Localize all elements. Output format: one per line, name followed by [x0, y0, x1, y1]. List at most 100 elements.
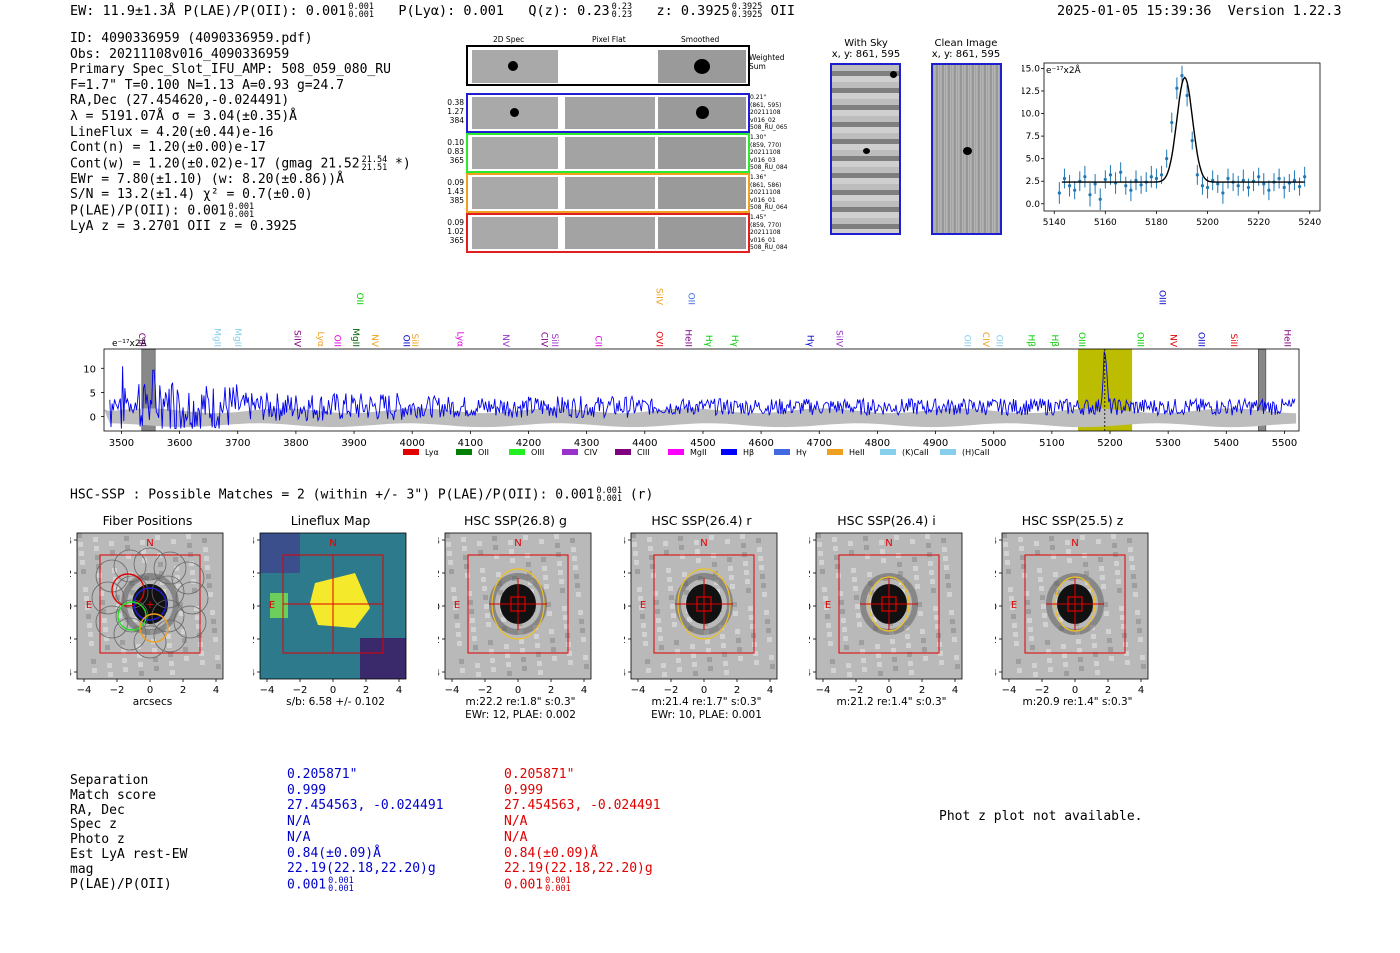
- thumb-noise-pixel: [861, 658, 866, 663]
- emission-line-label: OII: [400, 335, 410, 347]
- thumb-noise-pixel: [1136, 619, 1141, 624]
- thumb-noise-pixel: [498, 590, 503, 595]
- thumb-noise-pixel: [930, 579, 935, 584]
- label-mag: mag: [70, 861, 94, 877]
- thumb-noise-pixel: [1091, 634, 1096, 639]
- thumb-noise-pixel: [176, 584, 181, 589]
- thumb-noise-pixel: [446, 542, 451, 547]
- thumb-noise-pixel: [1038, 577, 1043, 582]
- thumb-noise-pixel: [191, 579, 196, 584]
- thumb-noise-pixel: [727, 557, 732, 562]
- thumb-noise-pixel: [543, 575, 548, 580]
- north-label: N: [885, 538, 892, 549]
- thumb-noise-pixel: [1098, 557, 1103, 562]
- thumb-noise-pixel: [213, 637, 218, 642]
- thumb-noise-pixel: [1128, 547, 1133, 552]
- thumb-noise-pixel: [570, 538, 575, 543]
- thumb-noise-pixel: [923, 656, 928, 661]
- cutout-row-stats: 0.38 1.27 384: [447, 98, 464, 125]
- thumb-ytick-label: −4: [995, 668, 997, 679]
- thumb-xtick-label: 0: [701, 685, 707, 696]
- thumb-image: + N E −4 −2 0 2 4 4 2 0 −2 −4: [70, 532, 224, 696]
- thumb-noise-pixel: [740, 534, 745, 539]
- thumb-noise-pixel: [876, 653, 881, 658]
- thumb-xtick-label: 4: [213, 685, 219, 696]
- thumb-noise-pixel: [818, 551, 823, 556]
- thumb-xtick-label: −4: [445, 685, 460, 696]
- thumb-noise-pixel: [83, 587, 88, 592]
- thumb-noise-pixel: [720, 634, 725, 639]
- emission-line-label: OVI: [653, 331, 663, 347]
- thumb-noise-pixel: [482, 586, 487, 591]
- full-xtick-label: 5000: [981, 438, 1006, 449]
- center-box: [881, 596, 897, 612]
- thumb-xtick-label: −2: [664, 685, 679, 696]
- full-xtick-label: 4200: [516, 438, 541, 449]
- cutout-row-meta: 1.45" (859, 770) 20211108 v016_01 508_RU_084: [750, 214, 788, 251]
- emission-line-label: SiII: [409, 333, 419, 347]
- thumb-noise-pixel: [519, 639, 524, 644]
- thumb-noise-pixel: [564, 624, 569, 629]
- header-qz: Q(z): 0.23: [528, 3, 610, 19]
- thumb-noise-pixel: [760, 574, 765, 579]
- thumb-noise-pixel: [929, 570, 934, 575]
- photz-note: Phot z plot not available.: [939, 809, 1143, 824]
- thumb-noise-pixel: [501, 617, 506, 622]
- fiber-circle: [133, 547, 167, 581]
- thumb-noise-pixel: [504, 644, 509, 649]
- emission-line-label: NV: [1167, 334, 1177, 348]
- info-lyaz: LyA z = 3.2701 OII z = 0.3925: [70, 219, 297, 235]
- thumb-xtick-label: −2: [478, 685, 493, 696]
- thumb-noise-pixel: [92, 668, 97, 673]
- thumb-ytick-label: 4: [624, 536, 626, 547]
- thumb-noise-pixel: [658, 636, 663, 641]
- thumb-noise-pixel: [863, 536, 868, 541]
- thumb-noise-pixel: [484, 604, 489, 609]
- thumb-noise-pixel: [178, 602, 183, 607]
- thumb-noise-pixel: [890, 639, 895, 644]
- thumb-noise-pixel: [769, 655, 774, 660]
- thumb-noise-pixel: [675, 649, 680, 654]
- weighted-source-blob: [508, 61, 518, 71]
- thumb-noise-pixel: [557, 561, 562, 566]
- thumb-noise-pixel: [743, 561, 748, 566]
- thumb-noise-pixel: [848, 541, 853, 546]
- thumb-noise-pixel: [451, 587, 456, 592]
- thumb-noise-pixel: [1103, 602, 1108, 607]
- thumb-noise-pixel: [820, 569, 825, 574]
- full-xtick-label: 5200: [1097, 438, 1122, 449]
- zoom-xtick-label: 5160: [1094, 218, 1117, 228]
- thumb-noise-pixel: [554, 534, 559, 539]
- thumb-noise-pixel: [1133, 592, 1138, 597]
- thumb-noise-pixel: [1121, 624, 1126, 629]
- thumb-noise-pixel: [520, 648, 525, 653]
- thumb-noise-pixel: [1106, 629, 1111, 634]
- thumb-noise-pixel: [171, 539, 176, 544]
- zoom-data-point: [1246, 185, 1251, 190]
- red-photoz: N/A: [504, 829, 528, 845]
- legend-label: MgII: [690, 448, 707, 457]
- thumb-noise-pixel: [754, 660, 759, 665]
- thumb-noise-pixel: [1049, 536, 1054, 541]
- thumb-title: HSC SSP(26.4) i: [837, 513, 936, 528]
- header-summary: EW: 11.9±1.3Å P(LAE)/P(OII): 0.001 0.001 0…: [70, 3, 795, 20]
- thumb-noise-pixel: [496, 572, 501, 577]
- emission-line-label: NV: [369, 334, 379, 348]
- cutout-pixelflat: [565, 217, 655, 249]
- with-sky-image: [830, 63, 901, 235]
- thumb-ytick-label: 4: [995, 536, 997, 547]
- thumb-noise-pixel: [826, 623, 831, 628]
- cutout-row-3: [466, 173, 750, 213]
- thumb-noise-pixel: [639, 605, 644, 610]
- thumb-noise-pixel: [879, 540, 884, 545]
- thumb-noise-pixel: [653, 591, 658, 596]
- thumb-xtick-label: −4: [260, 685, 275, 696]
- red-match-score: 0.999: [504, 782, 544, 798]
- thumb-noise-pixel: [921, 638, 926, 643]
- thumb-noise-pixel: [819, 560, 824, 565]
- thumb-noise-pixel: [1094, 661, 1099, 666]
- east-label: E: [1011, 600, 1017, 611]
- thumb-noise-pixel: [892, 657, 897, 662]
- full-xtick-label: 4300: [574, 438, 599, 449]
- aperture-box: [653, 554, 755, 654]
